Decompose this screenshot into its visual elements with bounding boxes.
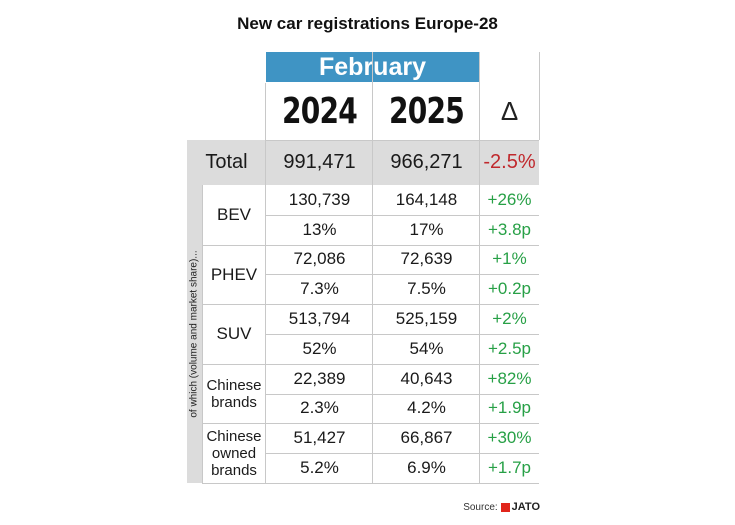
share-cell: +2.5p [487,338,531,358]
share-cell: 17% [409,219,444,239]
side-label-text: of which (volume and market share)... [188,250,200,418]
volume-cell: +30% [487,428,532,448]
total-label: Total [187,140,266,185]
col-line [265,83,266,483]
col-line [202,185,203,483]
col-line [539,52,540,140]
share-cell: 13% [302,219,337,239]
volume-cell: 22,389 [293,368,346,388]
year-header-2025: 2025 [384,83,469,140]
volume-cell: 130,739 [288,189,351,209]
share-cell: 7.3% [300,279,339,299]
group-divider [202,483,539,484]
row-divider [266,214,539,216]
group-label: Chinese brands [206,376,262,411]
chart-title: New car registrations Europe-28 [237,14,498,33]
volume-cell: +2% [492,309,527,329]
volume-cell: 51,427 [293,428,346,448]
volume-cell: +1% [492,249,527,269]
delta-header: Δ [500,96,519,126]
group-label: Chinese owned brands [206,427,262,479]
total-delta: -2.5% [480,140,539,185]
jato-brand: JATO [511,501,540,513]
row-divider [266,274,539,276]
share-cell: 6.9% [407,458,446,478]
side-label-band [187,185,202,483]
row-divider [266,334,539,335]
table-grid: 2024 2025 Δ Total 991,471 966,271 -2.5% BEV 130,… [187,0,548,525]
col-line [479,52,480,483]
jato-mark-icon [500,502,510,512]
volume-cell: 164,148 [395,189,458,209]
group-label: SUV [216,324,252,344]
year-header-2024: 2024 [277,83,362,140]
row-divider [266,393,539,395]
volume-cell: 66,867 [400,428,453,448]
total-2024: 991,471 [266,140,373,185]
group-divider [202,423,539,425]
volume-cell: +26% [487,189,532,209]
volume-cell: 513,794 [288,309,351,329]
chart-card: New car registrations Europe-28 February… [187,0,548,525]
row-divider [266,453,539,455]
share-cell: 5.2% [300,458,339,478]
volume-cell: 525,159 [395,309,458,329]
share-cell: 4.2% [407,398,446,418]
share-cell: 54% [409,338,444,358]
volume-cell: 72,086 [293,249,346,269]
share-cell: +1.9p [487,398,531,418]
group-divider [202,363,539,365]
share-cell: 2.3% [300,398,339,418]
share-cell: 7.5% [407,279,446,299]
group-label: BEV [216,205,252,225]
source-note: Source: JATO [463,501,540,513]
group-divider [202,244,539,246]
jato-logo: JATO [500,501,540,513]
volume-cell: 40,643 [400,368,453,388]
row-divider [266,140,539,141]
share-cell: +3.8p [487,219,531,239]
total-2025: 966,271 [373,140,480,185]
group-label: PHEV [210,264,258,284]
share-cell: 52% [302,338,337,358]
volume-cell: 72,639 [400,249,453,269]
source-label: Source: [463,501,498,513]
group-divider [202,304,539,306]
col-line [372,52,373,483]
share-cell: +0.2p [487,279,531,299]
share-cell: +1.7p [487,458,531,478]
volume-cell: +82% [487,368,532,388]
